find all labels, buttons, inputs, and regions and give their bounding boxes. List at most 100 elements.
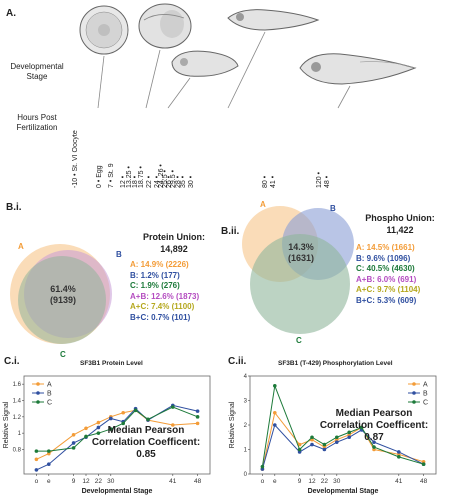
protein-stats-list: A: 14.9% (2226) B: 1.2% (177) C: 1.9% (276… [130, 260, 199, 323]
chart-cii-corr-value: 0.87 [364, 432, 384, 443]
chart-cii-correlation: Median Pearson Correlation Coefficent: 0… [312, 408, 436, 444]
legend-label-a: A [423, 382, 428, 389]
legend-label-c: C [423, 400, 428, 407]
phospho-circle-c [250, 234, 350, 334]
phospho-union-title: Phospho Union: 11,422 [354, 213, 446, 235]
x-tick-label: 48 [194, 478, 202, 485]
protein-set-c-label: C [60, 350, 66, 359]
data-point-b [310, 442, 314, 447]
protein-circle-c [18, 256, 106, 344]
x-tick-label: 22 [321, 478, 329, 485]
timeline-tick-dot: • [162, 169, 169, 175]
data-point-c [121, 421, 125, 426]
data-point-b [372, 440, 376, 444]
legend-label-b: B [47, 391, 52, 398]
x-tick-label: 30 [107, 478, 115, 485]
panel-bi-label: B.i. [6, 202, 22, 213]
y-tick-label: 1.2 [13, 415, 22, 421]
legend-marker [36, 391, 40, 395]
x-tick-label: 9 [298, 478, 302, 485]
timeline-tick-time: 80 [262, 180, 269, 188]
phospho-set-b-label: B [330, 204, 336, 213]
timeline-tick: -10 • St. VI Oocyte [72, 130, 79, 188]
venn-stat-line: B: 1.2% (177) [130, 270, 180, 280]
stage-label-line-2: Stage [26, 72, 48, 81]
legend-marker [412, 391, 416, 395]
timeline-tick-stage: St. VI Oocyte [72, 130, 79, 172]
timeline-tick-time: 7 [108, 184, 115, 188]
timeline-tick-time: 41 [270, 180, 277, 188]
data-point-c [171, 405, 175, 409]
chart-ci-correlation: Median Pearson Correlation Coefficent: 0… [84, 425, 208, 461]
legend-marker [36, 400, 40, 404]
data-point-b [47, 462, 51, 466]
data-point-a [34, 457, 39, 462]
timeline-tick-time: 120 [316, 176, 323, 188]
x-axis-label: Developmental Stage [308, 488, 379, 495]
venn-stat-line: B: 9.6% (1096) [356, 253, 411, 263]
timeline-tick-time: 35 [180, 180, 187, 188]
hours-label-line-1: Hours Post [17, 113, 57, 122]
embryo-illustrations [79, 3, 417, 109]
data-point-c [359, 425, 364, 430]
data-point-b [347, 435, 351, 440]
data-point-a [121, 410, 125, 415]
data-point-b [273, 423, 277, 427]
phospho-set-c-label: C [296, 336, 302, 345]
timeline-tick-dot: • [138, 166, 145, 171]
timeline-tick-stage: St. 9 [108, 163, 115, 178]
timeline-tick: 7 • St. 9 [108, 163, 115, 188]
timeline-tick: 48 • [324, 176, 331, 188]
data-point-c [133, 408, 138, 413]
timeline-tick-time: 22 [146, 180, 153, 188]
x-tick-label: o [35, 478, 39, 485]
venn-stat-line: C: 1.9% (276) [130, 281, 180, 290]
x-tick-label: o [261, 478, 265, 485]
developmental-stage-label: Developmental Stage [2, 62, 72, 82]
legend-label-c: C [47, 400, 52, 407]
timeline-tick: 18.75 • [138, 166, 145, 188]
timeline-tick-time: 48 [324, 180, 331, 188]
data-point-c [195, 415, 200, 419]
timeline-tick-dot: • [188, 175, 195, 181]
data-point-b [96, 425, 101, 430]
data-point-b [71, 441, 76, 445]
y-axis-label: Relative Signal [229, 401, 236, 448]
timeline-tick-dot: • [262, 175, 269, 181]
timeline-tick: 41 • [270, 176, 277, 188]
phospho-center-percent: 14.3% [288, 242, 314, 252]
protein-center-count: (9139) [49, 295, 76, 305]
protein-center-label: 61.4% (9139) [38, 284, 88, 306]
x-tick-label: 9 [72, 478, 76, 485]
data-point-c [84, 434, 88, 439]
chart-cii-corr-line-1: Median Pearson [335, 408, 413, 419]
chart-cii-title: SF3B1 (T-429) Phosphorylation Level [278, 360, 393, 367]
phospho-venn [242, 206, 354, 334]
legend-marker [36, 382, 40, 386]
hours-post-fertilization-label: Hours Post Fertilization [2, 113, 72, 133]
timeline-tick-time: 18.75 [138, 170, 145, 188]
data-point-c [96, 431, 101, 435]
data-point-c [347, 430, 351, 435]
y-tick-label: 2 [244, 423, 248, 429]
legend-marker [412, 400, 416, 404]
timeline-tick: 0 • Egg [96, 165, 103, 188]
venn-stat-line: A: 14.9% (2226) [130, 260, 189, 269]
data-point-b [109, 416, 113, 421]
data-point-c [260, 464, 265, 469]
chart-frame [23, 375, 211, 475]
x-tick-label: 48 [420, 478, 428, 485]
data-point-c [335, 435, 339, 440]
timeline-tick-time: 30 [188, 180, 195, 188]
stage-label-line-1: Developmental [10, 62, 64, 71]
data-point-b [34, 468, 39, 472]
data-point-b [397, 450, 401, 454]
venn-stat-line: C: 40.5% (4630) [356, 264, 415, 273]
venn-stat-line: A+C: 7.4% (1100) [130, 302, 195, 311]
protein-venn [10, 244, 112, 344]
protein-union-count: 14,892 [160, 244, 188, 254]
timeline-axis: -10 • St. VI Oocyte 0 • Egg 7 • St. 9 12 • … [0, 0, 450, 200]
data-point-b [335, 440, 339, 444]
venn-stat-line: B+C: 0.7% (101) [130, 312, 191, 322]
y-tick-label: 1 [244, 448, 248, 454]
